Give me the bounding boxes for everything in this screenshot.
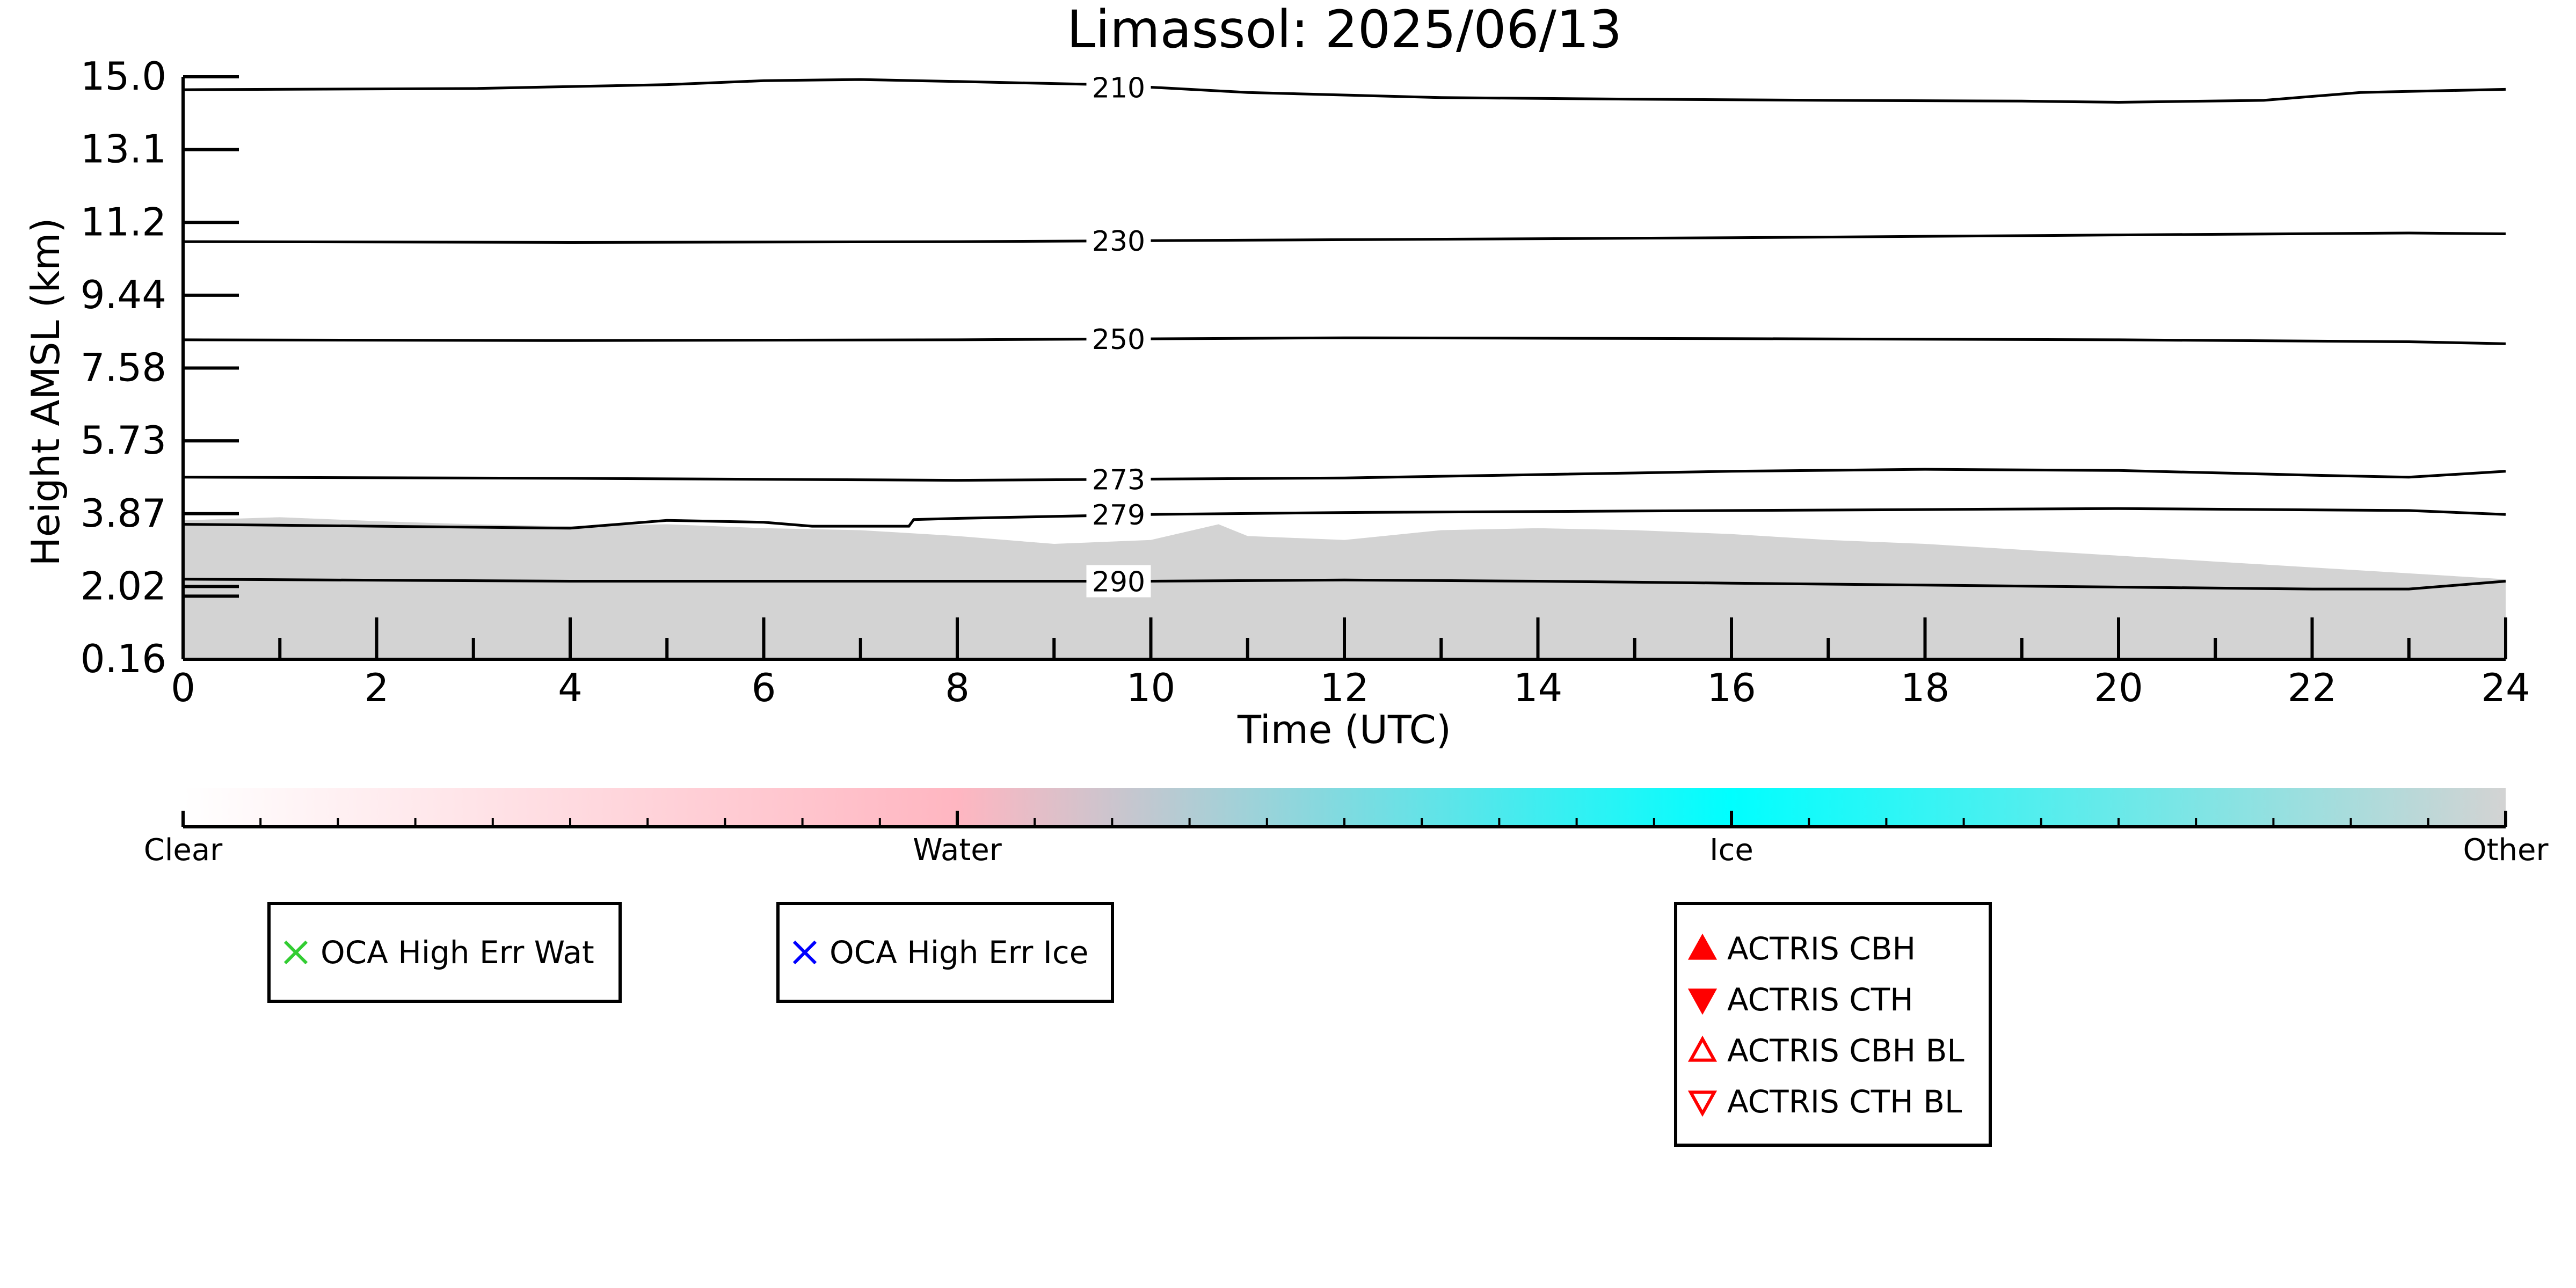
legend-entry: ACTRIS CBH BL	[1687, 1032, 1964, 1069]
triangle-up-marker-icon	[1687, 933, 1718, 960]
x-axis-ticks: 0 2 4 6 8 10 12 14 16 18 20 22 24	[171, 617, 2530, 710]
colorbar-label: Water	[913, 833, 1002, 868]
legend-entry: OCA High Err Ice	[792, 934, 1088, 971]
y-tick-label: 5.73	[81, 418, 166, 463]
y-tick-label: 2.02	[81, 563, 166, 608]
contour-label-bg	[1086, 498, 1151, 531]
legend-label: OCA High Err Wat	[321, 934, 594, 971]
triangle-up-marker-icon	[1687, 1035, 1718, 1062]
legend-box: ACTRIS CBH ACTRIS CTH ACTRIS CBH BL ACTRIS …	[1674, 902, 1992, 1147]
legend-label: OCA High Err Ice	[829, 934, 1088, 971]
contour-line	[183, 78, 2506, 104]
contour-line	[183, 507, 2506, 530]
contour-273: 273	[183, 463, 2506, 496]
triangle-down-marker-icon	[1687, 988, 1718, 1015]
contour-label-bg	[1086, 565, 1151, 598]
x-tick-label: 8	[945, 665, 970, 710]
contour-230: 230	[183, 224, 2506, 258]
contour-290: 290	[183, 565, 2506, 599]
x-tick-label: 16	[1707, 665, 1756, 710]
colorbar-label: Clear	[144, 833, 223, 868]
contour-label: 250	[1092, 324, 1145, 356]
y-axis-label: Height AMSL (km)	[23, 218, 68, 566]
legend-entry: ACTRIS CTH BL	[1687, 1083, 1962, 1120]
contour-line	[183, 468, 2506, 482]
contour-label-bg	[1086, 463, 1151, 496]
contour-line	[183, 231, 2506, 244]
x-tick-label: 22	[2288, 665, 2337, 710]
y-tick-label: 11.2	[81, 199, 166, 244]
contour-label-bg	[1086, 323, 1151, 355]
x-tick-label: 24	[2481, 665, 2530, 710]
legend-frame	[776, 902, 1114, 1003]
contour-line	[183, 336, 2506, 345]
legends: OCA High Err Wat OCA High Err Ice ACTRIS C…	[267, 902, 1992, 1147]
y-tick-label: 15.0	[81, 54, 166, 99]
cross-marker-icon	[792, 940, 817, 965]
contour-210: 210	[183, 71, 2506, 104]
cross-marker-icon	[283, 940, 308, 965]
colorbar-label: Ice	[1709, 833, 1753, 868]
x-tick-label: 12	[1320, 665, 1369, 710]
contour-label-bg	[1086, 71, 1151, 104]
chart-title: Limassol: 2025/06/13	[1067, 0, 1622, 60]
legend-entry: OCA High Err Wat	[283, 934, 594, 971]
contour-label: 273	[1092, 464, 1145, 496]
contour-label: 210	[1092, 72, 1145, 104]
contour-label: 290	[1092, 566, 1145, 599]
legend-entry: ACTRIS CBH	[1687, 930, 1916, 967]
y-tick-label: 7.58	[81, 345, 166, 390]
x-tick-label: 0	[171, 665, 195, 710]
x-tick-label: 18	[1901, 665, 1950, 710]
legend-label: ACTRIS CBH	[1727, 930, 1916, 967]
legend-box: OCA High Err Wat	[267, 902, 622, 1003]
x-tick-label: 10	[1126, 665, 1176, 710]
y-axis-ticks: 0.16 2.02 3.87 5.73 7.58 9.44 11.2 13.1 15.0	[81, 54, 2506, 681]
contour-label: 279	[1092, 499, 1145, 532]
y-tick-label: 13.1	[81, 127, 166, 172]
legend-label: ACTRIS CBH BL	[1727, 1032, 1964, 1069]
colorbar: Clear Water Ice Other	[144, 788, 2549, 868]
legend-frame	[267, 902, 622, 1003]
legend-frame	[1674, 902, 1992, 1147]
colorbar-label: Other	[2463, 833, 2549, 868]
y-tick-label: 3.87	[81, 491, 166, 536]
triangle-down-marker-icon	[1687, 1090, 1718, 1117]
y-tick-label: 0.16	[81, 636, 166, 681]
legend-label: ACTRIS CTH BL	[1727, 1083, 1962, 1120]
x-tick-label: 2	[365, 665, 389, 710]
contour-250: 250	[183, 323, 2506, 356]
legend-entry: ACTRIS CTH	[1687, 981, 1913, 1018]
x-tick-label: 6	[752, 665, 776, 710]
contour-line	[183, 578, 2506, 591]
x-tick-label: 4	[558, 665, 583, 710]
x-tick-label: 14	[1513, 665, 1563, 710]
contour-label: 230	[1092, 225, 1145, 258]
x-tick-label: 20	[2094, 665, 2143, 710]
contour-label-bg	[1086, 224, 1151, 257]
y-tick-label: 9.44	[81, 272, 166, 317]
contour-279: 279	[183, 498, 2506, 532]
legend-box: OCA High Err Ice	[776, 902, 1114, 1003]
x-axis-label: Time (UTC)	[1237, 707, 1451, 752]
legend-label: ACTRIS CTH	[1727, 981, 1913, 1018]
